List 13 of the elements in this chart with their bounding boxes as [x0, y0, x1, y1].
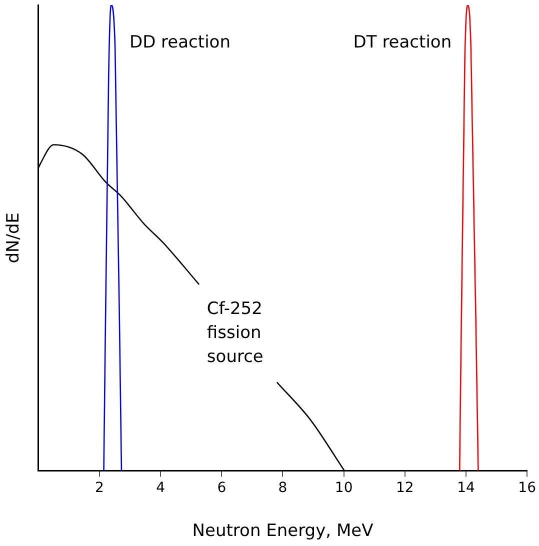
x-tick-label: 4: [156, 480, 166, 496]
series-label: Cf-252 fission source: [206, 298, 264, 367]
x-tick-label: 14: [457, 480, 475, 496]
x-tick-label: 8: [278, 480, 288, 496]
series-label: DD reaction: [129, 32, 230, 52]
x-axis-title: Neutron Energy, MeV: [192, 521, 374, 542]
x-tick-label: 2: [95, 480, 104, 496]
x-tick-label: 16: [518, 480, 536, 496]
x-tick-label: 6: [217, 480, 226, 496]
x-tick-label: 12: [396, 480, 414, 496]
series-label: DT reaction: [353, 32, 452, 52]
y-axis-title: dN/dE: [4, 212, 24, 264]
x-tick-label: 10: [334, 480, 353, 496]
